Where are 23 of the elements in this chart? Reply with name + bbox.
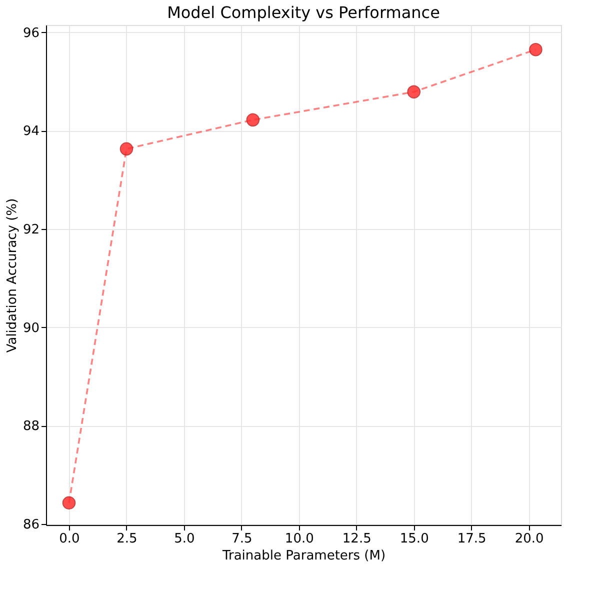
- y-tick-label: 86: [22, 518, 40, 533]
- x-tick-label: 20.0: [514, 532, 544, 546]
- point: [529, 42, 542, 56]
- x-axis-title: Trainable Parameters (M): [221, 548, 386, 564]
- y-tick-label: 88: [22, 419, 40, 434]
- y-tick-label: 94: [22, 124, 40, 140]
- chart-title: Model Complexity vs Performance: [167, 3, 440, 22]
- y-axis-title: Validation Accuracy (%): [4, 198, 20, 353]
- x-tick-label: 17.5: [457, 532, 486, 546]
- x-tick-label: 0.0: [59, 532, 80, 546]
- point: [246, 113, 260, 126]
- x-tick-label: 15.0: [400, 532, 429, 546]
- y-tick-label: 90: [22, 320, 40, 336]
- x-tick-label: 7.5: [232, 532, 252, 546]
- x-tick-label: 10.0: [284, 532, 314, 546]
- point: [120, 142, 134, 156]
- y-tick-label: 96: [22, 26, 40, 41]
- point: [62, 496, 76, 510]
- y-tick-label: 92: [22, 222, 40, 238]
- x-tick-label: 12.5: [342, 532, 372, 546]
- x-tick-label: 5.0: [174, 532, 195, 546]
- x-tick-label: 2.5: [116, 532, 138, 546]
- point: [407, 85, 420, 98]
